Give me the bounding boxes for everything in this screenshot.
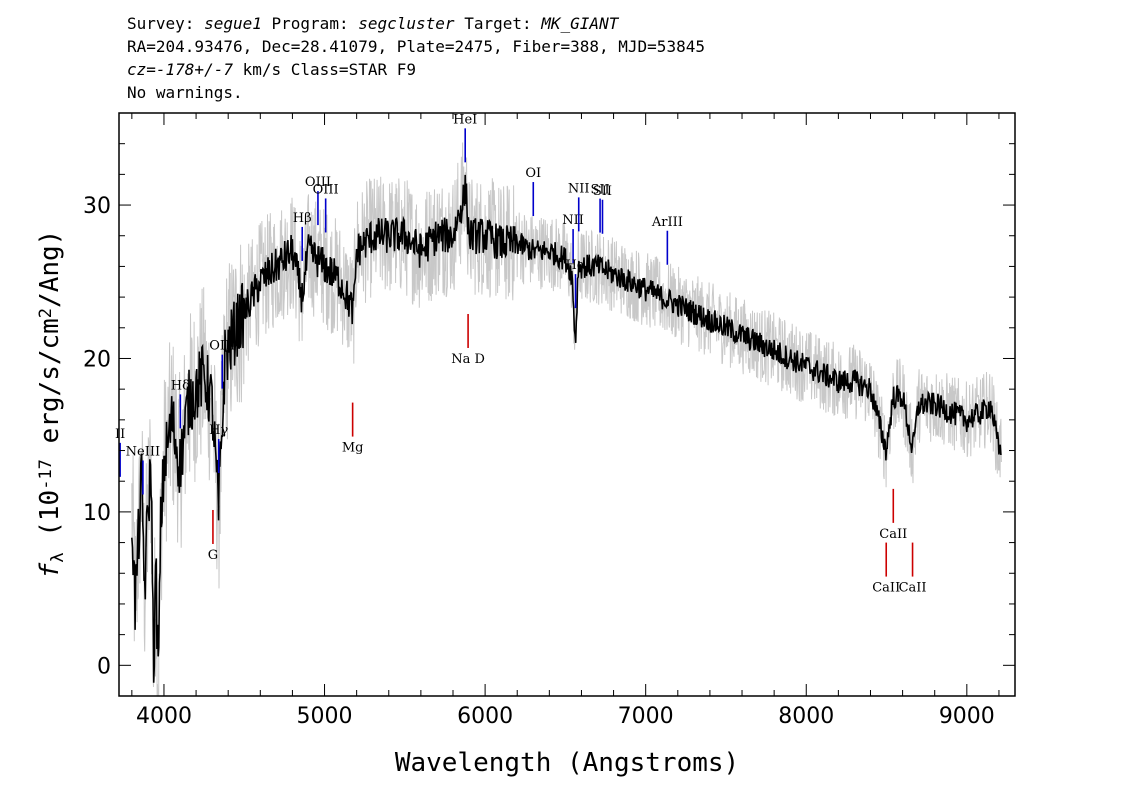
program-label: Program:	[271, 14, 349, 33]
y-tick-label: 10	[83, 501, 111, 526]
emission-line-label: OIII	[313, 182, 339, 197]
emission-line-label: SII	[590, 183, 609, 198]
x-tick-label: 7000	[618, 704, 674, 729]
x-axis-title: Wavelength (Angstroms)	[395, 748, 739, 778]
emission-line-label: NII	[568, 181, 590, 196]
spectrum-header: Survey: segue1 Program: segcluster Targe…	[127, 12, 705, 104]
class-text: km/s Class=STAR F9	[232, 60, 416, 79]
emission-line-label: II	[115, 427, 125, 442]
absorption-line-label: Na D	[451, 352, 485, 367]
x-tick-label: 5000	[297, 704, 353, 729]
emission-line-label: Hα	[565, 258, 585, 273]
axis-ticks	[119, 112, 1015, 697]
survey-value: segue1	[204, 14, 262, 33]
program-value: segcluster	[358, 14, 455, 33]
y-tick-label: 20	[83, 347, 111, 372]
emission-line-label: Hβ	[293, 211, 312, 226]
target-value: MK_GIANT	[541, 14, 619, 33]
header-line-3: cz=-178+/-7 km/s Class=STAR F9	[127, 58, 705, 81]
absorption-line-label: CaII	[899, 581, 927, 596]
emission-line-label: OIII	[305, 175, 331, 190]
header-line-1: Survey: segue1 Program: segcluster Targe…	[127, 12, 705, 35]
header-line-4: No warnings.	[127, 83, 243, 102]
header-line-2: RA=204.93476, Dec=28.41079, Plate=2475, …	[127, 37, 705, 56]
emission-line-label: SII	[593, 184, 612, 199]
x-tick-label: 6000	[457, 704, 513, 729]
emission-line-label: NeIII	[126, 444, 160, 459]
absorption-line-label: CaII	[879, 527, 907, 542]
absorption-line-label: CaII	[872, 581, 900, 596]
target-label: Target:	[464, 14, 532, 33]
y-axis-title: fλ (10-17 erg/s/cm2/Ang)	[35, 230, 68, 579]
absorption-line-label: Mg	[342, 441, 364, 456]
flux-line	[131, 174, 1002, 683]
x-tick-label: 8000	[778, 704, 834, 729]
absorption-line-label: G	[208, 548, 218, 563]
survey-label: Survey:	[127, 14, 195, 33]
emission-line-label: HeI	[453, 112, 477, 127]
flux-series	[131, 174, 1002, 683]
y-tick-label: 0	[97, 654, 111, 679]
x-tick-label: 9000	[939, 704, 995, 729]
noise-band	[131, 142, 1002, 697]
emission-line-label: OIII	[209, 339, 235, 354]
tick-labels: 4000 5000 6000 7000 8000 9000 0 10 20 30	[83, 194, 995, 729]
y-tick-label: 30	[83, 194, 111, 219]
plot-frame	[118, 112, 1016, 697]
emission-line-label: ArIII	[651, 215, 683, 230]
emission-line-label: Hγ	[209, 423, 228, 438]
emission-line-label: Hδ	[171, 378, 190, 393]
emission-line-label: OI	[525, 166, 541, 181]
x-tick-label: 4000	[136, 704, 192, 729]
noise-band-line	[131, 142, 1002, 697]
emission-line-label: NII	[562, 213, 584, 228]
redshift-value: cz=-178+/-7	[127, 60, 233, 79]
